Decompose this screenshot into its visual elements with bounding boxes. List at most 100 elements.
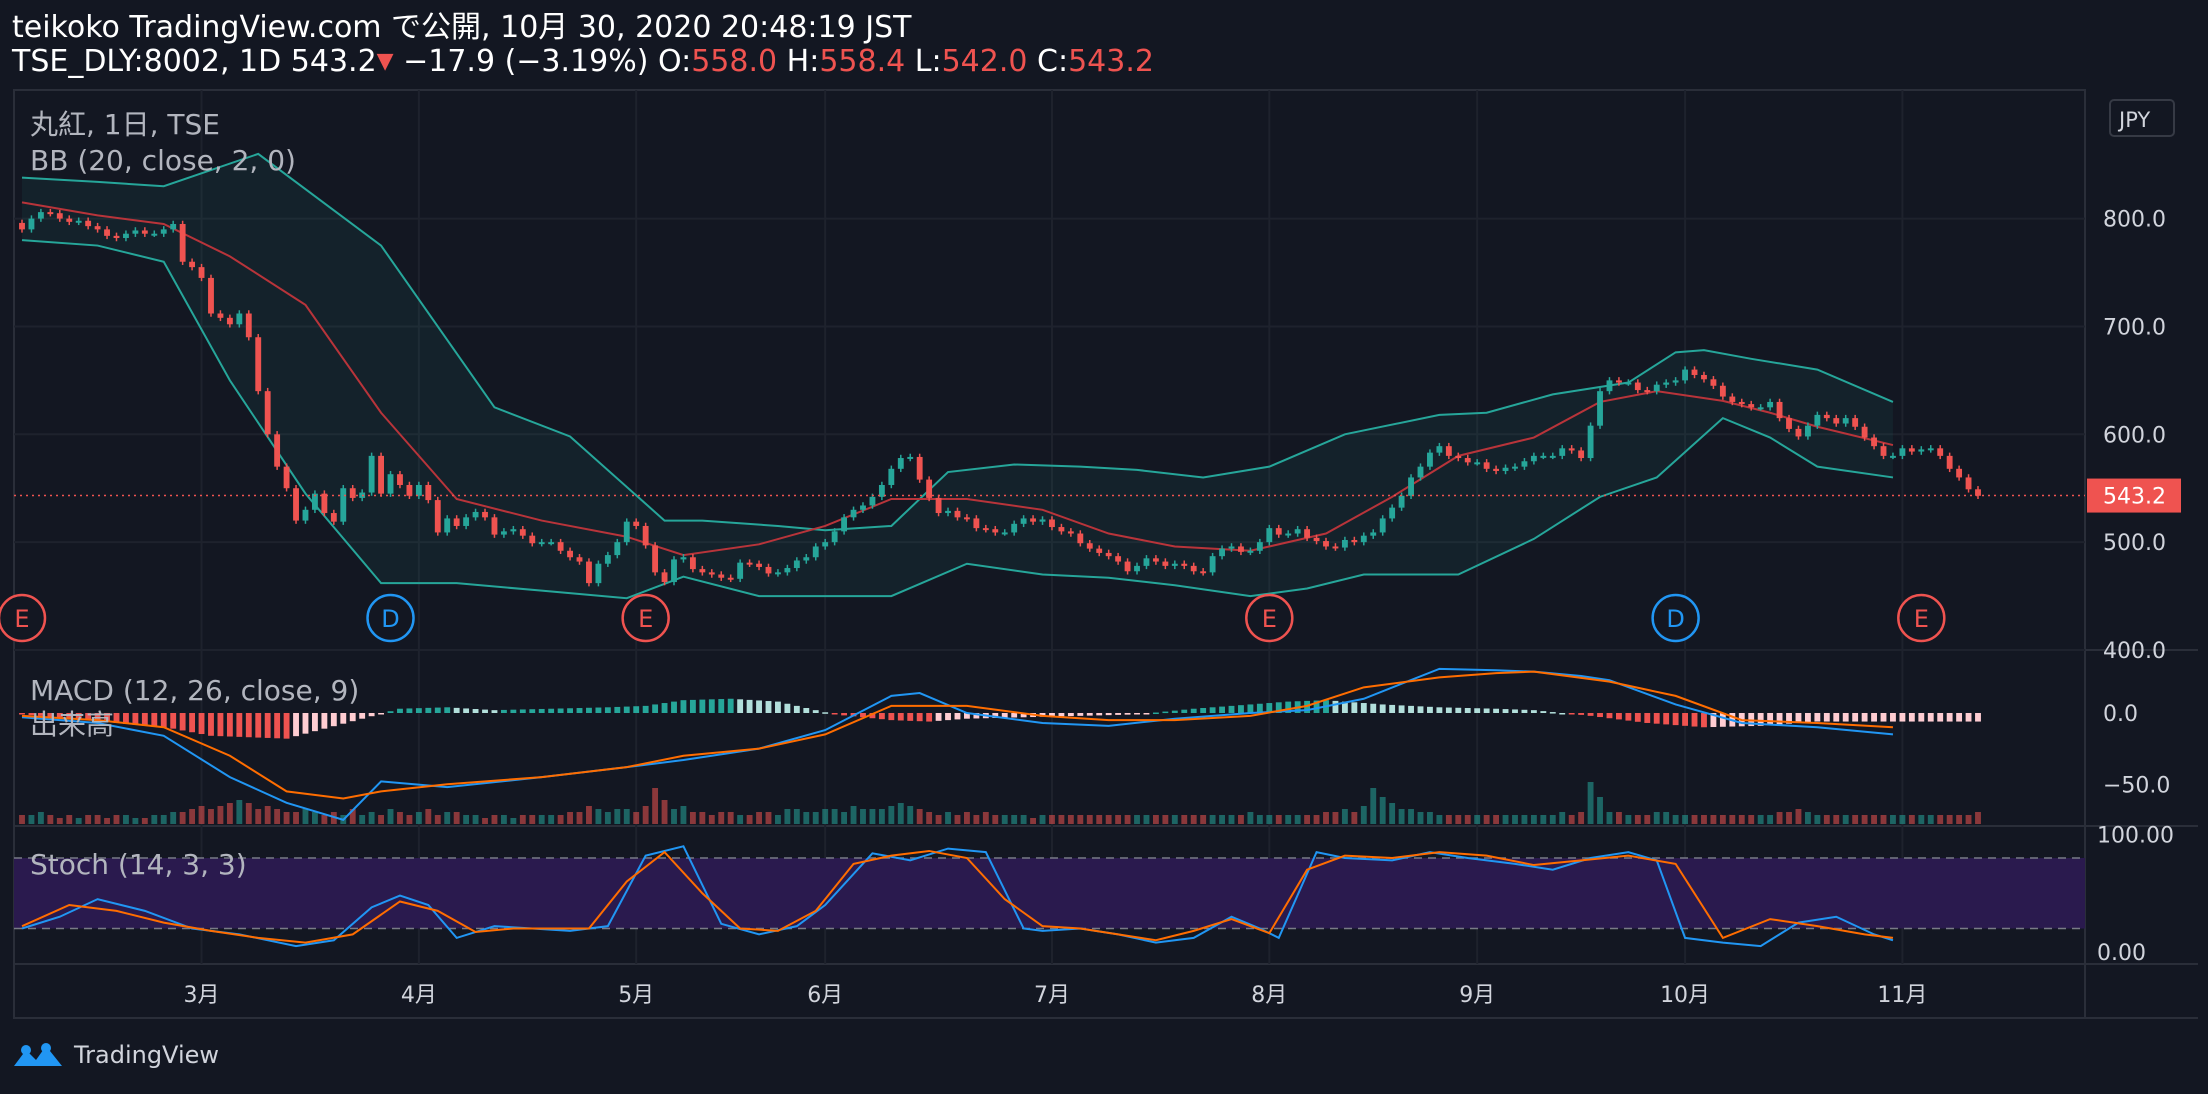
volume-bar <box>775 815 781 824</box>
macd-hist-bar <box>1152 712 1159 715</box>
volume-bar <box>642 806 649 824</box>
volume-bar <box>1228 815 1235 824</box>
macd-hist-bar <box>567 708 573 713</box>
currency-badge: JPY <box>2117 108 2150 132</box>
volume-bar <box>1436 815 1443 824</box>
macd-hist-bar <box>1266 703 1273 713</box>
macd-hist-bar <box>1115 713 1122 715</box>
candle-body <box>415 484 422 496</box>
macd-hist-bar <box>1587 713 1594 716</box>
candle-body <box>123 233 129 239</box>
volume-bar <box>1568 815 1575 824</box>
candle-body <box>1351 539 1358 543</box>
volume-bar <box>1039 815 1046 824</box>
volume-bar <box>557 815 564 824</box>
candle-body <box>586 561 592 584</box>
event-marker-label: E <box>14 605 29 633</box>
macd-hist-bar <box>274 713 281 739</box>
macd-hist-bar <box>869 713 876 719</box>
macd-hist-bar <box>718 699 725 713</box>
volume-bar <box>1549 815 1556 824</box>
candle-body <box>1152 558 1159 562</box>
macd-hist-bar <box>784 703 791 713</box>
volume-bar <box>1313 815 1320 824</box>
macd-hist-bar <box>510 709 517 713</box>
volume-bar <box>1171 815 1178 824</box>
macd-hist-bar <box>66 713 73 718</box>
macd-hist-bar <box>208 713 214 736</box>
macd-hist-bar <box>189 713 196 733</box>
volume-bar <box>1540 815 1547 824</box>
candle-body <box>1162 561 1169 566</box>
macd-hist-bar <box>47 713 54 717</box>
candle-body <box>387 474 394 494</box>
volume-bar <box>47 815 54 824</box>
volume-bar <box>75 818 82 824</box>
candle-body <box>916 456 923 480</box>
candle-body <box>1814 414 1821 426</box>
volume-bar <box>1890 815 1896 824</box>
volume-bar <box>1200 815 1207 824</box>
volume-bar <box>1030 818 1037 824</box>
macd-hist-bar <box>1067 713 1074 717</box>
volume-bar <box>1937 815 1944 824</box>
candle-body <box>255 337 262 392</box>
bb-basis-line <box>21 201 1894 557</box>
candle-body <box>1559 448 1566 456</box>
macd-hist-bar <box>1332 700 1339 713</box>
volume-bar <box>1597 797 1603 824</box>
event-marker-2 <box>621 593 670 643</box>
volume-bar <box>1266 815 1273 824</box>
candle-body <box>1238 546 1244 552</box>
volume-bar <box>746 815 753 824</box>
candle-body <box>708 572 715 575</box>
volume-bar <box>1757 815 1764 824</box>
macd-hist-bar <box>1171 710 1178 713</box>
low-label: L: <box>914 44 942 79</box>
candle-body <box>1275 528 1282 535</box>
candle-body <box>321 493 328 514</box>
candle-body <box>217 313 224 318</box>
candle-body <box>1615 380 1622 383</box>
volume-bar <box>1748 815 1755 824</box>
candle-body <box>1294 529 1301 534</box>
candle-body <box>604 555 611 564</box>
volume-bar <box>491 815 498 824</box>
candle-body <box>1530 455 1537 462</box>
volume-bar <box>1502 815 1509 824</box>
macd-hist-bar <box>425 707 432 713</box>
candle-body <box>1568 448 1575 451</box>
volume-bar <box>718 812 725 824</box>
candle-body <box>1663 382 1670 385</box>
macd-hist-bar <box>737 699 744 713</box>
volume-bar <box>1464 815 1471 824</box>
candle-body <box>1748 404 1755 408</box>
volume-bar <box>831 809 838 824</box>
candle-body <box>1871 437 1877 447</box>
close-label: C: <box>1037 44 1069 79</box>
candle-body <box>1039 519 1046 522</box>
candle-body <box>529 535 536 544</box>
candle-body <box>1691 369 1698 375</box>
volume-bar <box>1701 815 1707 824</box>
volume-bar <box>113 815 120 824</box>
macd-hist-bar <box>1181 709 1188 713</box>
candle-body <box>1304 529 1311 538</box>
x-tick-label: 9月 <box>1459 983 1495 1008</box>
candle-body <box>1011 523 1018 533</box>
macd-hist-bar <box>746 699 753 713</box>
volume-bar <box>321 815 328 824</box>
macd-hist-bar <box>1927 713 1934 722</box>
volume-bar <box>444 812 451 824</box>
volume-bar <box>1238 815 1244 824</box>
macd-hist-bar <box>1682 713 1689 726</box>
macd-hist-bar <box>1285 701 1292 713</box>
macd-hist-bar <box>1776 713 1783 725</box>
high-value: 558.4 <box>819 44 906 79</box>
macd-hist-bar <box>1209 707 1216 713</box>
main-y-tick-label: 600.0 <box>2103 423 2166 448</box>
volume-bar <box>1786 812 1792 824</box>
macd-hist-bar <box>226 713 233 737</box>
close-value: 543.2 <box>1068 44 1154 79</box>
